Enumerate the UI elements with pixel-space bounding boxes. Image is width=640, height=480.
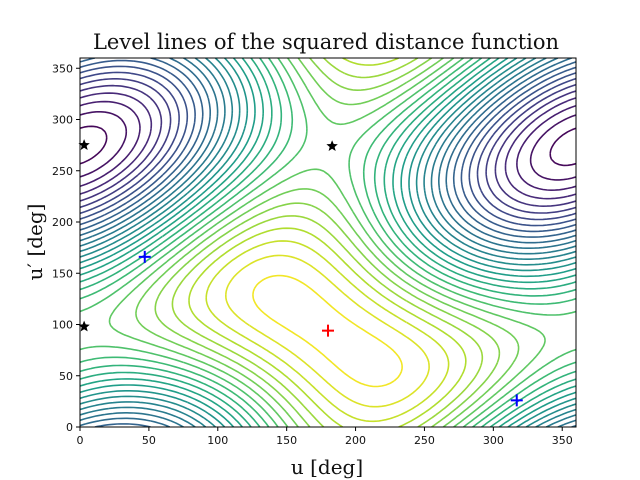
saddle-point-marker — [78, 320, 90, 332]
contour-level — [135, 58, 520, 427]
contour-level — [80, 58, 576, 427]
contour-level — [80, 58, 576, 427]
contour-level — [80, 58, 576, 427]
contour-level — [171, 58, 484, 427]
contour-level — [80, 125, 576, 167]
y-tick-label: 350 — [52, 62, 73, 75]
contour-level — [80, 58, 576, 427]
contour-level — [80, 58, 576, 427]
x-tick-label: 50 — [142, 434, 156, 447]
chart-title: Level lines of the squared distance func… — [93, 30, 559, 54]
contour-level — [80, 71, 576, 221]
contour-level — [252, 274, 403, 388]
contour-lines — [80, 58, 576, 427]
y-tick-label: 100 — [52, 319, 73, 332]
contour-level — [80, 100, 576, 191]
y-tick-label: 50 — [59, 370, 73, 383]
local-minimum-marker — [138, 250, 151, 263]
plot-frame — [79, 57, 577, 428]
contour-level — [225, 254, 430, 408]
y-tick-label: 150 — [52, 267, 73, 280]
y-axis-ticks: 0 50 100 150 200 250 300 350 — [52, 62, 80, 434]
saddle-point-marker — [78, 139, 90, 150]
contour-level — [80, 58, 576, 427]
x-tick-label: 250 — [414, 434, 435, 447]
contour-level — [80, 59, 576, 233]
local-minimum-marker — [510, 394, 523, 407]
contour-level — [80, 111, 576, 181]
y-tick-label: 200 — [52, 216, 73, 229]
minimum-marker — [322, 324, 334, 337]
contour-level — [108, 58, 546, 427]
contour-level — [80, 65, 576, 227]
contour-level — [154, 58, 501, 427]
saddle-point-marker — [326, 140, 338, 151]
contour-level — [80, 58, 576, 427]
contour-level — [80, 84, 576, 207]
x-axis-label: u [deg] — [291, 455, 363, 479]
contour-level — [188, 58, 467, 427]
x-tick-label: 300 — [483, 434, 504, 447]
contour-level — [80, 58, 576, 427]
contour-level — [205, 240, 450, 423]
x-tick-label: 0 — [77, 434, 84, 447]
x-tick-label: 150 — [276, 434, 297, 447]
y-axis-label: u′ [deg] — [23, 204, 47, 281]
contour-level — [80, 58, 576, 427]
x-axis-ticks: 0 50 100 150 200 250 300 350 — [77, 427, 573, 447]
x-tick-label: 200 — [345, 434, 366, 447]
x-tick-label: 350 — [552, 434, 573, 447]
markers — [78, 139, 523, 407]
contour-level — [80, 58, 576, 427]
contour-level — [80, 92, 576, 200]
contour-level — [80, 78, 576, 214]
y-tick-label: 0 — [66, 421, 73, 434]
x-tick-label: 100 — [207, 434, 228, 447]
y-tick-label: 250 — [52, 165, 73, 178]
contour-level — [80, 58, 576, 427]
contour-level — [80, 58, 576, 427]
y-tick-label: 300 — [52, 114, 73, 127]
